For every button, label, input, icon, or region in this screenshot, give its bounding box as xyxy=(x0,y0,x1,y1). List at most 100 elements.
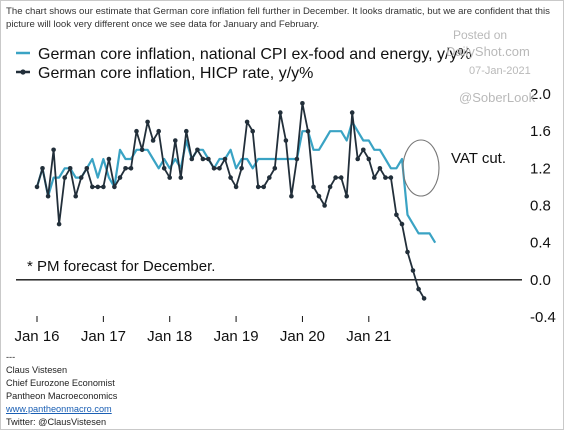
hicp-point xyxy=(195,147,200,153)
hicp-point xyxy=(410,268,416,273)
x-axis-ticks: Jan 16 Jan 17 Jan 18 Jan 19 Jan 20 Jan 21 xyxy=(14,316,391,345)
hicp-point xyxy=(134,128,139,134)
legend-label-hicp: German core inflation, HICP rate, y/y% xyxy=(38,65,313,82)
hicp-point xyxy=(78,175,84,180)
hicp-point xyxy=(167,175,172,180)
hicp-point xyxy=(416,286,421,292)
hicp-point xyxy=(117,175,123,180)
hicp-point xyxy=(361,147,366,153)
website-link[interactable]: www.pantheonmacro.com xyxy=(6,404,112,414)
footer-separator: --- xyxy=(6,352,16,362)
watermark-posted-on: Posted on xyxy=(453,28,507,42)
y-tick-label: 1.6 xyxy=(530,123,551,140)
y-tick-label: -0.4 xyxy=(530,309,556,326)
hicp-point xyxy=(73,193,78,199)
hicp-point xyxy=(200,156,206,162)
y-tick-label: 0.0 xyxy=(530,272,551,289)
hicp-point xyxy=(294,156,300,162)
hicp-point xyxy=(161,166,167,171)
hicp-point xyxy=(383,175,388,180)
hicp-point xyxy=(300,101,305,106)
legend-label-national: German core inflation, national CPI ex-f… xyxy=(38,46,472,63)
x-tick-label: Jan 21 xyxy=(346,328,391,345)
hicp-point xyxy=(283,138,289,143)
vat-cut-annotation: VAT cut. xyxy=(451,150,506,167)
author-title: Chief Eurozone Economist xyxy=(6,378,115,388)
x-tick-label: Jan 16 xyxy=(14,328,59,345)
hicp-point xyxy=(233,184,239,190)
hicp-point xyxy=(399,221,405,227)
y-tick-label: 0.4 xyxy=(530,235,551,252)
hicp-point xyxy=(355,156,361,162)
hicp-point xyxy=(56,221,62,227)
series-line-national xyxy=(35,120,437,244)
hicp-point xyxy=(178,175,184,180)
series-group xyxy=(34,101,437,301)
hicp-point xyxy=(139,147,145,153)
hicp-point xyxy=(267,175,272,180)
hicp-point xyxy=(206,156,211,162)
hicp-point xyxy=(388,175,394,180)
hicp-point xyxy=(244,119,250,125)
hicp-point xyxy=(156,128,161,134)
hicp-point xyxy=(239,166,244,171)
hicp-point xyxy=(40,166,45,171)
hicp-point xyxy=(211,166,217,171)
hicp-point xyxy=(322,203,327,208)
y-tick-label: 2.0 xyxy=(530,86,551,103)
hicp-point xyxy=(173,138,178,143)
hicp-point xyxy=(421,296,427,301)
hicp-point xyxy=(333,175,338,180)
hicp-point xyxy=(372,175,377,180)
hicp-point xyxy=(305,128,311,134)
vat-cut-ellipse xyxy=(402,139,440,197)
hicp-point xyxy=(228,175,233,180)
hicp-point xyxy=(95,184,101,190)
hicp-point xyxy=(67,166,73,171)
x-tick-label: Jan 20 xyxy=(280,328,325,345)
y-axis-ticks: 2.0 1.6 1.2 0.8 0.4 0.0 -0.4 xyxy=(530,86,556,326)
hicp-point xyxy=(278,110,283,115)
hicp-point xyxy=(394,212,399,218)
hicp-point xyxy=(327,184,333,190)
hicp-point xyxy=(51,147,56,153)
hicp-point xyxy=(289,193,294,199)
hicp-point xyxy=(34,184,40,190)
intro-text: The chart shows our estimate that German… xyxy=(6,6,550,30)
hicp-point xyxy=(84,166,90,171)
hicp-point xyxy=(272,166,278,171)
watermark-date: 07-Jan-2021 xyxy=(469,65,531,77)
hicp-point xyxy=(338,175,344,180)
twitter-handle: Twitter: @ClausVistesen xyxy=(6,417,107,427)
author-footer: --- Claus Vistesen Chief Eurozone Econom… xyxy=(6,351,117,429)
hicp-point xyxy=(90,184,95,190)
hicp-point xyxy=(45,193,51,199)
hicp-point xyxy=(316,193,322,199)
hicp-point xyxy=(150,138,156,143)
hicp-point xyxy=(106,156,112,162)
hicp-point xyxy=(261,184,267,190)
hicp-point xyxy=(62,175,67,180)
hicp-point xyxy=(184,128,189,134)
y-tick-label: 1.2 xyxy=(530,160,551,177)
hicp-point xyxy=(112,184,117,190)
forecast-annotation: * PM forecast for December. xyxy=(27,258,215,275)
hicp-point xyxy=(405,249,410,255)
hicp-point xyxy=(128,166,134,171)
watermark-handle: @SoberLook xyxy=(459,90,536,105)
hicp-point xyxy=(255,184,261,190)
author-name: Claus Vistesen xyxy=(6,365,68,375)
watermark-brand: DailyShot.com xyxy=(446,44,530,59)
hicp-point xyxy=(377,166,383,171)
legend: German core inflation, national CPI ex-f… xyxy=(16,46,472,82)
hicp-point xyxy=(222,156,228,162)
hicp-point xyxy=(145,119,150,125)
legend-marker-hicp xyxy=(20,69,26,75)
hicp-point xyxy=(366,156,372,162)
x-tick-label: Jan 18 xyxy=(147,328,192,345)
x-tick-label: Jan 17 xyxy=(81,328,126,345)
hicp-point xyxy=(189,156,195,162)
hicp-point xyxy=(101,184,106,190)
hicp-point xyxy=(349,110,355,115)
